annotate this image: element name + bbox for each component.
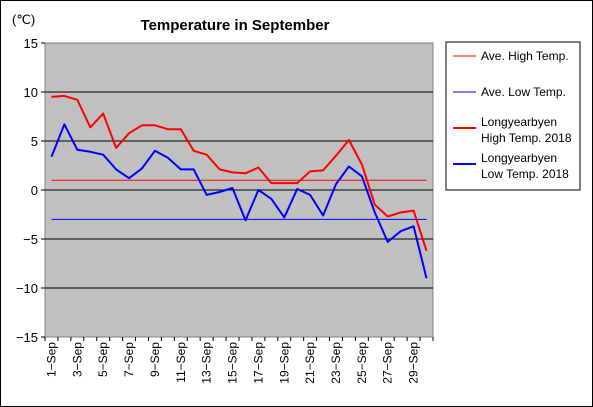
y-tick-label: 0 (31, 183, 38, 198)
y-tick-label: 10 (24, 85, 38, 100)
y-tick-label: 5 (31, 134, 38, 149)
x-tick-label: 27−Sep (381, 342, 395, 384)
x-tick-label: 23−Sep (329, 342, 343, 384)
x-tick-label: 29−Sep (407, 342, 421, 384)
x-tick-label: 15−Sep (226, 342, 240, 384)
legend-label: Low Temp. 2018 (481, 167, 569, 181)
y-tick-label: −15 (16, 330, 38, 345)
legend-label: Longyearbyen (481, 151, 557, 165)
x-tick-label: 17−Sep (251, 342, 265, 384)
x-tick-label: 13−Sep (200, 342, 214, 384)
y-tick-label: −5 (23, 232, 38, 247)
y-tick-label: −10 (16, 281, 38, 296)
x-tick-label: 21−Sep (303, 342, 317, 384)
x-tick-label: 9−Sep (148, 342, 162, 377)
x-tick-label: 19−Sep (277, 342, 291, 384)
x-tick-label: 7−Sep (122, 342, 136, 377)
x-tick-label: 1−Sep (44, 342, 58, 377)
y-axis: 15 10 5 0 −5 −10 −15 (16, 36, 45, 345)
x-tick-label: 5−Sep (96, 342, 110, 377)
x-tick-label: 11−Sep (174, 342, 188, 383)
legend-label: High Temp. 2018 (481, 131, 572, 145)
legend-label: Longyearbyen (481, 115, 557, 129)
x-axis: 1−Sep 3−Sep 5−Sep 7−Sep 9−Sep 11−Sep 13−Sep 15−… (44, 337, 433, 384)
legend-label: Ave. Low Temp. (481, 85, 566, 99)
chart-title: Temperature in September (141, 17, 330, 34)
x-tick-label: 3−Sep (70, 342, 84, 377)
unit-label: (℃) (12, 12, 35, 27)
legend-label: Ave. High Temp. (481, 49, 569, 63)
y-tick-label: 15 (24, 36, 38, 51)
x-tick-label: 25−Sep (355, 342, 369, 384)
